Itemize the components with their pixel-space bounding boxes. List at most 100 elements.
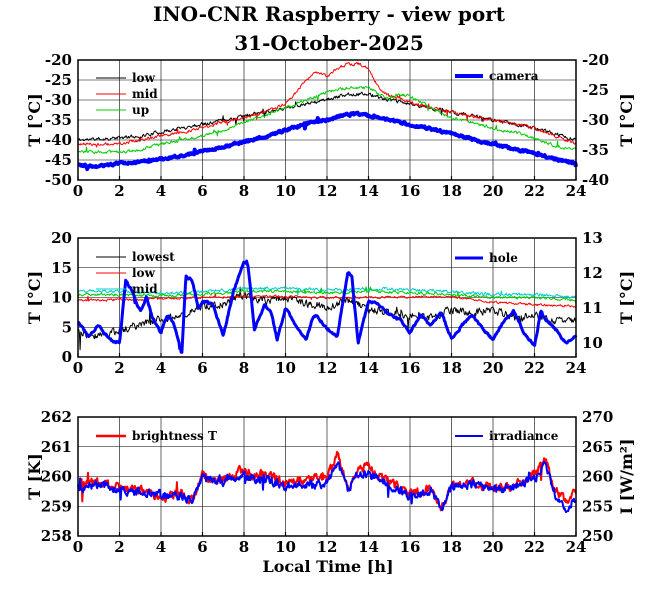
series-irradiance-line	[77, 460, 577, 514]
y-left-axis-label: T [K]	[25, 453, 44, 500]
y-right-tick-label: 11	[582, 299, 603, 317]
y-right-tick-label: -25	[582, 81, 609, 99]
y-right-tick-label: -35	[582, 141, 609, 159]
y-left-tick-label: 260	[41, 468, 72, 486]
x-tick-label: 2	[114, 359, 124, 377]
series-lowest-line	[77, 286, 577, 351]
series-low-line	[77, 91, 577, 142]
x-tick-label: 22	[524, 538, 545, 556]
x-tick-label: 0	[73, 538, 83, 556]
y-left-tick-label: -30	[45, 91, 72, 109]
x-tick-label: 14	[358, 359, 379, 377]
y-right-tick-label: 260	[582, 468, 613, 486]
x-tick-label: 10	[275, 182, 296, 200]
x-tick-label: 12	[317, 182, 338, 200]
x-tick-label: 24	[566, 359, 587, 377]
y-right-tick-label: 265	[582, 438, 613, 456]
y-left-tick-label: -45	[45, 151, 72, 169]
x-tick-label: 4	[156, 538, 166, 556]
x-tick-label: 10	[275, 359, 296, 377]
y-right-tick-label: 250	[582, 527, 613, 545]
x-tick-label: 6	[197, 538, 207, 556]
y-right-tick-label: -30	[582, 111, 609, 129]
x-tick-label: 2	[114, 182, 124, 200]
x-tick-label: 12	[317, 538, 338, 556]
series-mid2-line	[77, 286, 577, 305]
y-right-tick-label: 12	[582, 264, 603, 282]
y-right-tick-label: -40	[582, 171, 609, 189]
x-tick-label: 6	[197, 182, 207, 200]
x-tick-label: 20	[483, 538, 504, 556]
x-tick-label: 0	[73, 359, 83, 377]
y-left-tick-label: -50	[45, 171, 72, 189]
x-tick-label: 12	[317, 359, 338, 377]
legend-label: brightness T	[132, 429, 217, 443]
legend-label: up	[132, 103, 149, 117]
series-mid-line	[77, 61, 577, 148]
x-tick-label: 0	[73, 182, 83, 200]
x-tick-label: 22	[524, 182, 545, 200]
x-tick-label: 16	[400, 538, 421, 556]
y-left-tick-label: 0	[62, 348, 72, 366]
y-right-tick-label: 13	[582, 229, 603, 247]
y-left-tick-label: -20	[45, 51, 72, 69]
y-left-tick-label: 20	[51, 229, 72, 247]
legend-label: low	[132, 71, 156, 85]
y-left-tick-label: 262	[41, 408, 72, 426]
x-tick-label: 8	[239, 182, 249, 200]
x-tick-label: 22	[524, 359, 545, 377]
x-tick-label: 14	[358, 538, 379, 556]
x-tick-label: 2	[114, 538, 124, 556]
y-right-tick-label: -20	[582, 51, 609, 69]
x-tick-label: 16	[400, 182, 421, 200]
y-left-tick-label: 259	[41, 497, 72, 515]
y-left-axis-label: T [°C]	[25, 271, 44, 324]
x-tick-label: 24	[566, 538, 587, 556]
y-left-tick-label: -40	[45, 131, 72, 149]
y-left-tick-label: 15	[51, 259, 72, 277]
legend-label: hole	[489, 251, 518, 265]
y-left-tick-label: 5	[62, 318, 72, 336]
y-left-tick-label: 261	[41, 438, 72, 456]
x-tick-label: 14	[358, 182, 379, 200]
x-tick-label: 10	[275, 538, 296, 556]
legend-label: low	[132, 266, 156, 280]
x-tick-label: 16	[400, 359, 421, 377]
legend-label: mid	[132, 87, 158, 101]
y-right-tick-label: 10	[582, 334, 603, 352]
y-left-tick-label: 258	[41, 527, 72, 545]
y-right-axis-label: I [W/m²]	[617, 439, 636, 515]
x-tick-label: 24	[566, 182, 587, 200]
y-left-axis-label: T [°C]	[25, 93, 44, 146]
panel-3: 0 2 4 6 8 10 12 14 16 18 20 22 242622612602592582702…	[25, 408, 636, 556]
y-left-tick-label: -35	[45, 111, 72, 129]
x-tick-label: 18	[441, 182, 462, 200]
panel-1: 0 2 4 6 8 10 12 14 16 18 20 22 24-20-25-30-35-40-45-…	[25, 51, 636, 200]
y-left-tick-label: 10	[51, 289, 72, 307]
x-tick-label: 20	[483, 359, 504, 377]
chart-title: INO-CNR Raspberry - view port	[153, 2, 506, 26]
series-low-line	[77, 292, 577, 308]
x-tick-label: 8	[239, 359, 249, 377]
legend-label: camera	[489, 69, 539, 83]
legend-label: lowest	[132, 250, 175, 264]
series-camera-line	[76, 110, 578, 172]
x-tick-label: 6	[197, 359, 207, 377]
legend-label: mid	[132, 282, 158, 296]
y-right-axis-label: T [°C]	[617, 271, 636, 324]
x-tick-label: 20	[483, 182, 504, 200]
y-right-tick-label: 270	[582, 408, 613, 426]
x-tick-label: 18	[441, 538, 462, 556]
y-left-tick-label: -25	[45, 71, 72, 89]
x-tick-label: 18	[441, 359, 462, 377]
y-right-tick-label: 255	[582, 497, 613, 515]
x-axis-label: Local Time [h]	[262, 557, 393, 576]
y-right-axis-label: T [°C]	[617, 93, 636, 146]
x-tick-label: 8	[239, 538, 249, 556]
chart-subtitle: 31-October-2025	[234, 31, 424, 55]
series-up-line	[77, 86, 577, 155]
legend-label: irradiance	[489, 429, 559, 443]
x-tick-label: 4	[156, 182, 166, 200]
